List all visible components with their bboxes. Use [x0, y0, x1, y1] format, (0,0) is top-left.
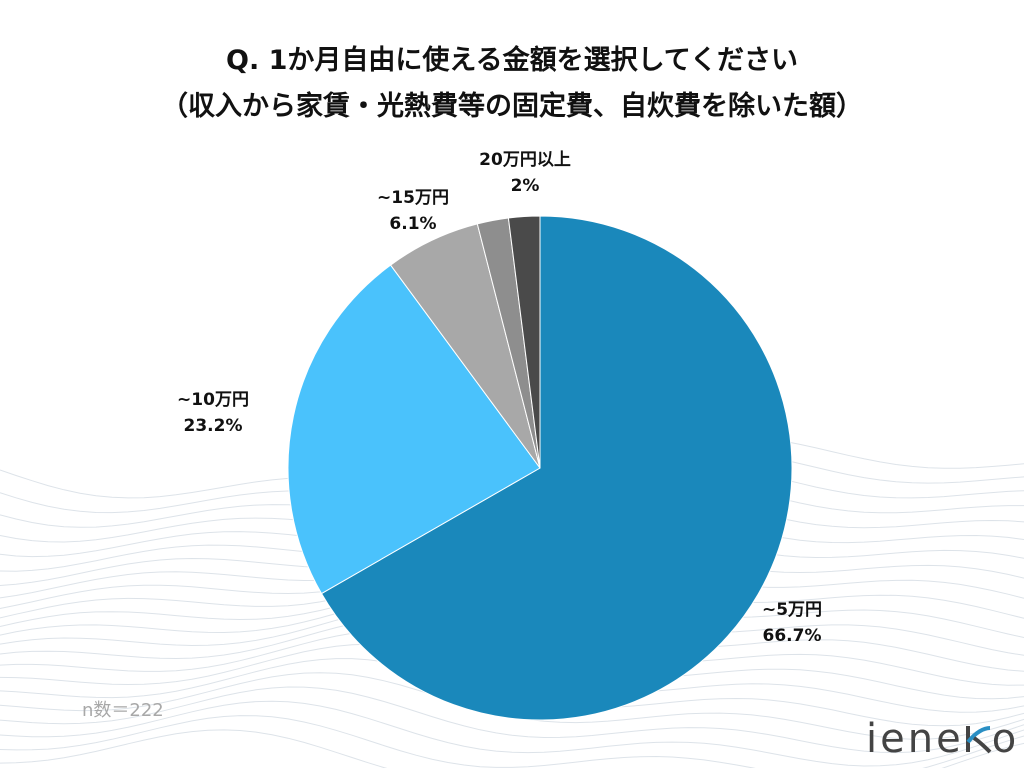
- slice-label-0: ~5万円 66.7%: [762, 600, 822, 646]
- chart-title: Q. 1か月自由に使える金額を選択してください （収入から家賃・光熱費等の固定費…: [0, 38, 1024, 130]
- wave-line: [0, 700, 1024, 767]
- logo-text-start: iene: [866, 716, 964, 762]
- pie-slice-1: [287, 264, 541, 595]
- sample-size-note: n数＝222: [82, 700, 164, 721]
- slice-value-label: 2%: [511, 176, 540, 196]
- slice-label-4: 20万円以上 2%: [479, 150, 571, 196]
- slice-label-1: ~10万円 23.2%: [177, 390, 249, 436]
- slice-category-label: ~10万円: [177, 390, 249, 410]
- logo-k-mark: [965, 726, 992, 754]
- pie-slice-4: [507, 215, 541, 469]
- slice-value-label: 66.7%: [763, 626, 822, 646]
- logo-text-end: o: [991, 716, 1020, 762]
- wave-line: [0, 729, 1024, 768]
- pie-slice-0: [320, 215, 793, 721]
- slice-value-label: 23.2%: [184, 416, 243, 436]
- wave-line: [0, 686, 1024, 754]
- slice-category-label: ~15万円: [377, 188, 449, 208]
- title-line-2: （収入から家賃・光熱費等の固定費、自炊費を除いた額）: [161, 91, 863, 122]
- slice-category-label: ~5万円: [762, 600, 822, 620]
- title-line-1: Q. 1か月自由に使える金額を選択してください: [226, 45, 798, 76]
- wave-line: [0, 715, 1024, 768]
- ieneko-logo: iene o: [866, 716, 1019, 762]
- slice-category-label: 20万円以上: [479, 150, 571, 170]
- slice-label-2: ~15万円 6.1%: [377, 188, 449, 234]
- slice-value-label: 6.1%: [389, 214, 436, 234]
